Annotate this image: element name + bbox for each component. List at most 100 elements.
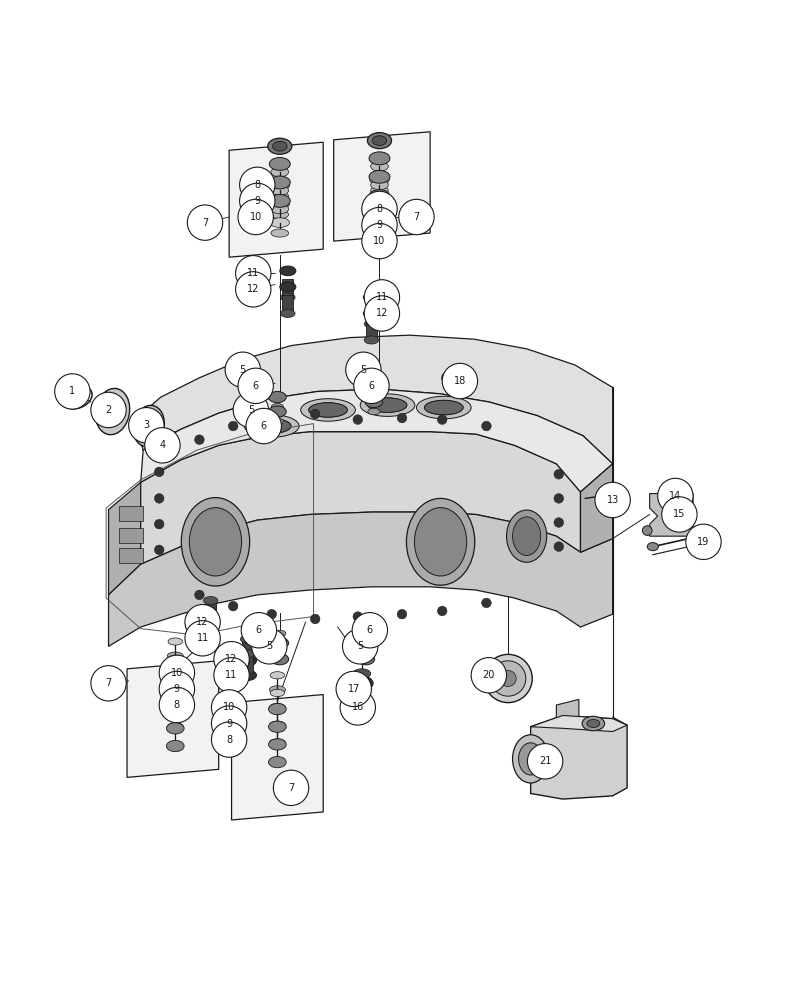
- Polygon shape: [333, 132, 430, 241]
- Ellipse shape: [271, 211, 288, 219]
- Ellipse shape: [269, 703, 285, 711]
- Bar: [282, 295, 293, 313]
- Ellipse shape: [270, 689, 284, 697]
- Text: 7: 7: [105, 678, 112, 688]
- Circle shape: [154, 467, 164, 477]
- Text: 5: 5: [357, 641, 363, 651]
- Circle shape: [353, 368, 389, 404]
- Circle shape: [397, 413, 406, 423]
- Ellipse shape: [102, 397, 123, 426]
- Bar: [365, 322, 377, 339]
- Circle shape: [437, 415, 446, 424]
- Ellipse shape: [369, 170, 389, 183]
- Bar: [119, 548, 143, 563]
- Ellipse shape: [273, 630, 285, 637]
- Ellipse shape: [165, 440, 172, 445]
- Text: 16: 16: [351, 702, 364, 712]
- Ellipse shape: [96, 388, 129, 435]
- Ellipse shape: [268, 703, 286, 715]
- Circle shape: [361, 191, 397, 227]
- Circle shape: [437, 606, 446, 616]
- Ellipse shape: [642, 526, 651, 535]
- Ellipse shape: [442, 371, 461, 385]
- Ellipse shape: [166, 670, 184, 681]
- Ellipse shape: [581, 716, 604, 731]
- Ellipse shape: [271, 192, 288, 200]
- Text: 5: 5: [266, 641, 272, 651]
- Text: 10: 10: [170, 668, 183, 678]
- Ellipse shape: [369, 152, 389, 165]
- Ellipse shape: [370, 199, 388, 209]
- Ellipse shape: [271, 404, 283, 410]
- Text: 7: 7: [202, 218, 208, 228]
- Ellipse shape: [357, 637, 374, 649]
- Ellipse shape: [267, 138, 291, 154]
- Ellipse shape: [271, 186, 288, 195]
- Text: 7: 7: [287, 783, 294, 793]
- Ellipse shape: [252, 419, 291, 433]
- Text: 1: 1: [69, 386, 75, 396]
- Circle shape: [353, 612, 362, 621]
- Circle shape: [154, 519, 164, 529]
- Ellipse shape: [300, 399, 355, 421]
- Circle shape: [159, 687, 194, 723]
- Ellipse shape: [168, 673, 182, 680]
- Ellipse shape: [370, 224, 388, 232]
- Ellipse shape: [203, 596, 218, 605]
- Ellipse shape: [280, 293, 295, 301]
- Ellipse shape: [490, 661, 525, 696]
- Circle shape: [239, 167, 275, 203]
- Ellipse shape: [611, 496, 623, 504]
- Circle shape: [481, 598, 491, 608]
- Ellipse shape: [416, 396, 471, 419]
- Ellipse shape: [363, 293, 379, 302]
- Ellipse shape: [370, 205, 388, 213]
- Text: 9: 9: [254, 196, 260, 206]
- Text: 6: 6: [368, 381, 374, 391]
- Bar: [119, 506, 143, 521]
- Circle shape: [481, 421, 491, 431]
- Circle shape: [442, 363, 477, 399]
- Ellipse shape: [203, 611, 218, 619]
- Ellipse shape: [140, 414, 157, 438]
- Ellipse shape: [269, 157, 290, 170]
- Text: 8: 8: [173, 700, 180, 710]
- Ellipse shape: [270, 725, 284, 732]
- Circle shape: [553, 542, 563, 551]
- Circle shape: [310, 614, 320, 624]
- Text: 5: 5: [239, 365, 246, 375]
- Bar: [205, 617, 216, 634]
- Ellipse shape: [167, 670, 183, 678]
- Polygon shape: [135, 335, 612, 464]
- Ellipse shape: [365, 396, 382, 408]
- Text: 21: 21: [538, 756, 551, 766]
- Ellipse shape: [665, 507, 676, 522]
- Ellipse shape: [350, 676, 373, 691]
- Ellipse shape: [368, 394, 379, 400]
- Bar: [242, 641, 253, 658]
- Text: 8: 8: [226, 735, 232, 745]
- Ellipse shape: [279, 282, 296, 292]
- Circle shape: [251, 629, 287, 664]
- Ellipse shape: [270, 672, 284, 679]
- Circle shape: [211, 690, 247, 725]
- Circle shape: [55, 374, 90, 409]
- Text: 10: 10: [373, 236, 385, 246]
- Circle shape: [239, 183, 275, 219]
- Ellipse shape: [350, 695, 373, 710]
- Circle shape: [194, 435, 204, 445]
- Ellipse shape: [369, 190, 389, 203]
- Text: 12: 12: [225, 654, 238, 664]
- Polygon shape: [141, 432, 580, 564]
- Circle shape: [235, 256, 271, 291]
- Ellipse shape: [238, 670, 256, 680]
- Ellipse shape: [202, 617, 219, 627]
- Ellipse shape: [368, 408, 379, 415]
- Circle shape: [685, 524, 720, 559]
- Ellipse shape: [369, 213, 389, 223]
- Polygon shape: [649, 494, 692, 536]
- Ellipse shape: [168, 709, 182, 716]
- Ellipse shape: [372, 136, 386, 145]
- Ellipse shape: [270, 181, 289, 190]
- Ellipse shape: [244, 415, 299, 437]
